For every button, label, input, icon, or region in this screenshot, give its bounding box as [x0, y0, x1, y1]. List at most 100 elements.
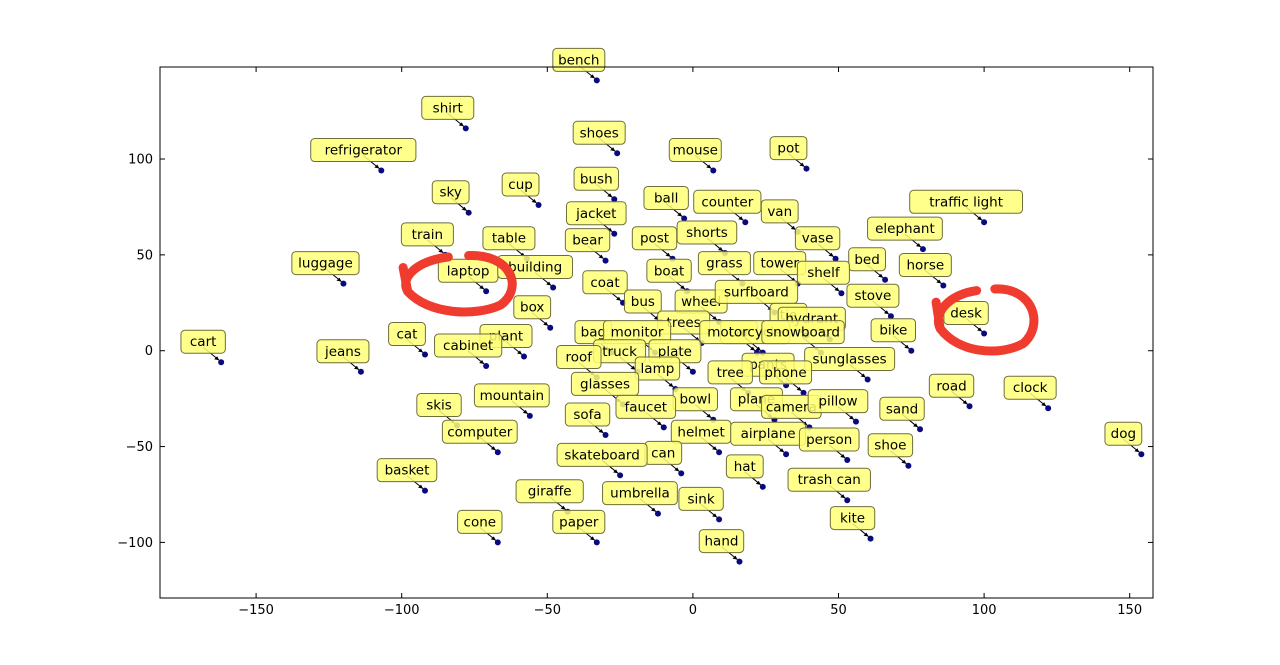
point-marker [689, 368, 696, 375]
point-marker [340, 280, 347, 287]
callout-arrowhead [607, 193, 613, 198]
point-marker [844, 456, 851, 463]
point-label-box [769, 136, 808, 161]
point-marker [1138, 451, 1145, 458]
point-label: computer [447, 424, 513, 440]
point-label: bag [581, 325, 606, 341]
point-label: kite [840, 511, 865, 527]
callout-arrowhead [668, 383, 674, 388]
data-point-helmet: helmet [670, 419, 732, 456]
data-point-kite: kite [829, 506, 876, 542]
point-marker [218, 359, 225, 366]
point-label-box [570, 371, 640, 396]
point-label: train [412, 227, 443, 243]
point-label: can [651, 445, 675, 461]
callout-arrowhead [706, 413, 712, 418]
data-point-pillow: pillow [807, 389, 869, 425]
point-label: clock [1013, 380, 1048, 396]
point-label: hat [734, 459, 756, 475]
point-label: bike [879, 323, 907, 339]
point-label: cat [396, 327, 417, 343]
point-marker [981, 219, 988, 226]
data-point-tower: tower [753, 251, 807, 287]
data-point-camera: camera [761, 394, 822, 431]
point-marker [654, 510, 661, 517]
data-point-surfboard: surfboard [714, 279, 799, 316]
point-label-box [643, 185, 689, 210]
point-label: bear [572, 233, 603, 249]
x-tick-label: 100 [972, 603, 997, 618]
callout-arrowhead [589, 74, 595, 79]
point-label-box [798, 427, 860, 452]
callout-arrowhead [458, 122, 464, 127]
point-label: hand [705, 534, 739, 550]
point-label-box [759, 360, 813, 385]
point-marker [611, 196, 618, 203]
callout-arrowhead [828, 252, 834, 257]
callout-arrowhead [531, 199, 537, 204]
callout-arrowhead [962, 400, 968, 405]
point-label-box [180, 329, 226, 354]
data-point-computer: computer [441, 419, 518, 456]
point-label-box [556, 345, 602, 370]
point-label-box [376, 458, 438, 483]
point-label-box [615, 394, 677, 419]
point-label: paper [559, 514, 599, 530]
data-point-bench: bench [552, 47, 606, 84]
point-marker [465, 209, 472, 216]
point-label: jeans [324, 344, 361, 360]
point-label: snowboard [766, 325, 840, 341]
callout-arrowhead [878, 273, 884, 278]
point-label-box [421, 95, 475, 120]
point-label-box [807, 389, 869, 414]
point-marker [710, 167, 717, 174]
point-label-box [482, 226, 536, 251]
point-label-box [804, 346, 896, 371]
point-label-box [829, 506, 876, 531]
data-point-shirt: shirt [421, 95, 475, 132]
callout-arrowhead [712, 315, 718, 320]
point-marker [421, 351, 428, 358]
point-label: sand [886, 401, 918, 417]
data-point-mountain: mountain [473, 383, 550, 419]
data-point-laptop: laptop [437, 258, 499, 295]
data-point-airplane: airplane [730, 421, 806, 458]
point-label: skateboard [564, 447, 639, 463]
point-label-box [291, 251, 360, 276]
point-marker [852, 418, 859, 425]
annotation-layer [398, 251, 1039, 356]
callout-arrowhead [674, 467, 680, 472]
point-label: faucet [624, 399, 667, 415]
callout-arrowhead [479, 360, 485, 365]
point-label-box [565, 201, 627, 226]
point-label-box [431, 180, 470, 205]
point-label-box [400, 222, 454, 247]
point-marker [483, 288, 490, 295]
callout-arrowhead [749, 346, 755, 351]
data-point-ball: ball [643, 185, 689, 222]
point-label-box [1003, 375, 1057, 400]
callout-arrowhead [214, 356, 220, 361]
point-marker [593, 539, 600, 546]
point-label-box [848, 247, 886, 272]
y-tick-label: −50 [126, 440, 153, 455]
y-tick-label: −100 [117, 536, 153, 551]
point-label: table [492, 231, 526, 247]
callout-arrowhead [706, 164, 712, 169]
data-point-snowboard: snowboard [761, 320, 845, 356]
point-label-box [697, 251, 751, 276]
point-label: bed [854, 252, 879, 268]
point-label: shoes [580, 125, 619, 141]
point-label-box [623, 289, 662, 314]
data-point-giraffe: giraffe [515, 479, 584, 515]
point-label-box [1104, 421, 1143, 446]
data-point-can: can [644, 440, 685, 477]
callout-arrowhead [650, 507, 656, 512]
point-label: luggage [298, 256, 353, 272]
point-label-box [693, 189, 762, 214]
point-marker [966, 403, 973, 410]
point-label-box [870, 318, 917, 343]
point-marker [550, 284, 557, 291]
callout-arrowhead [598, 254, 604, 259]
point-label-box [388, 322, 426, 347]
